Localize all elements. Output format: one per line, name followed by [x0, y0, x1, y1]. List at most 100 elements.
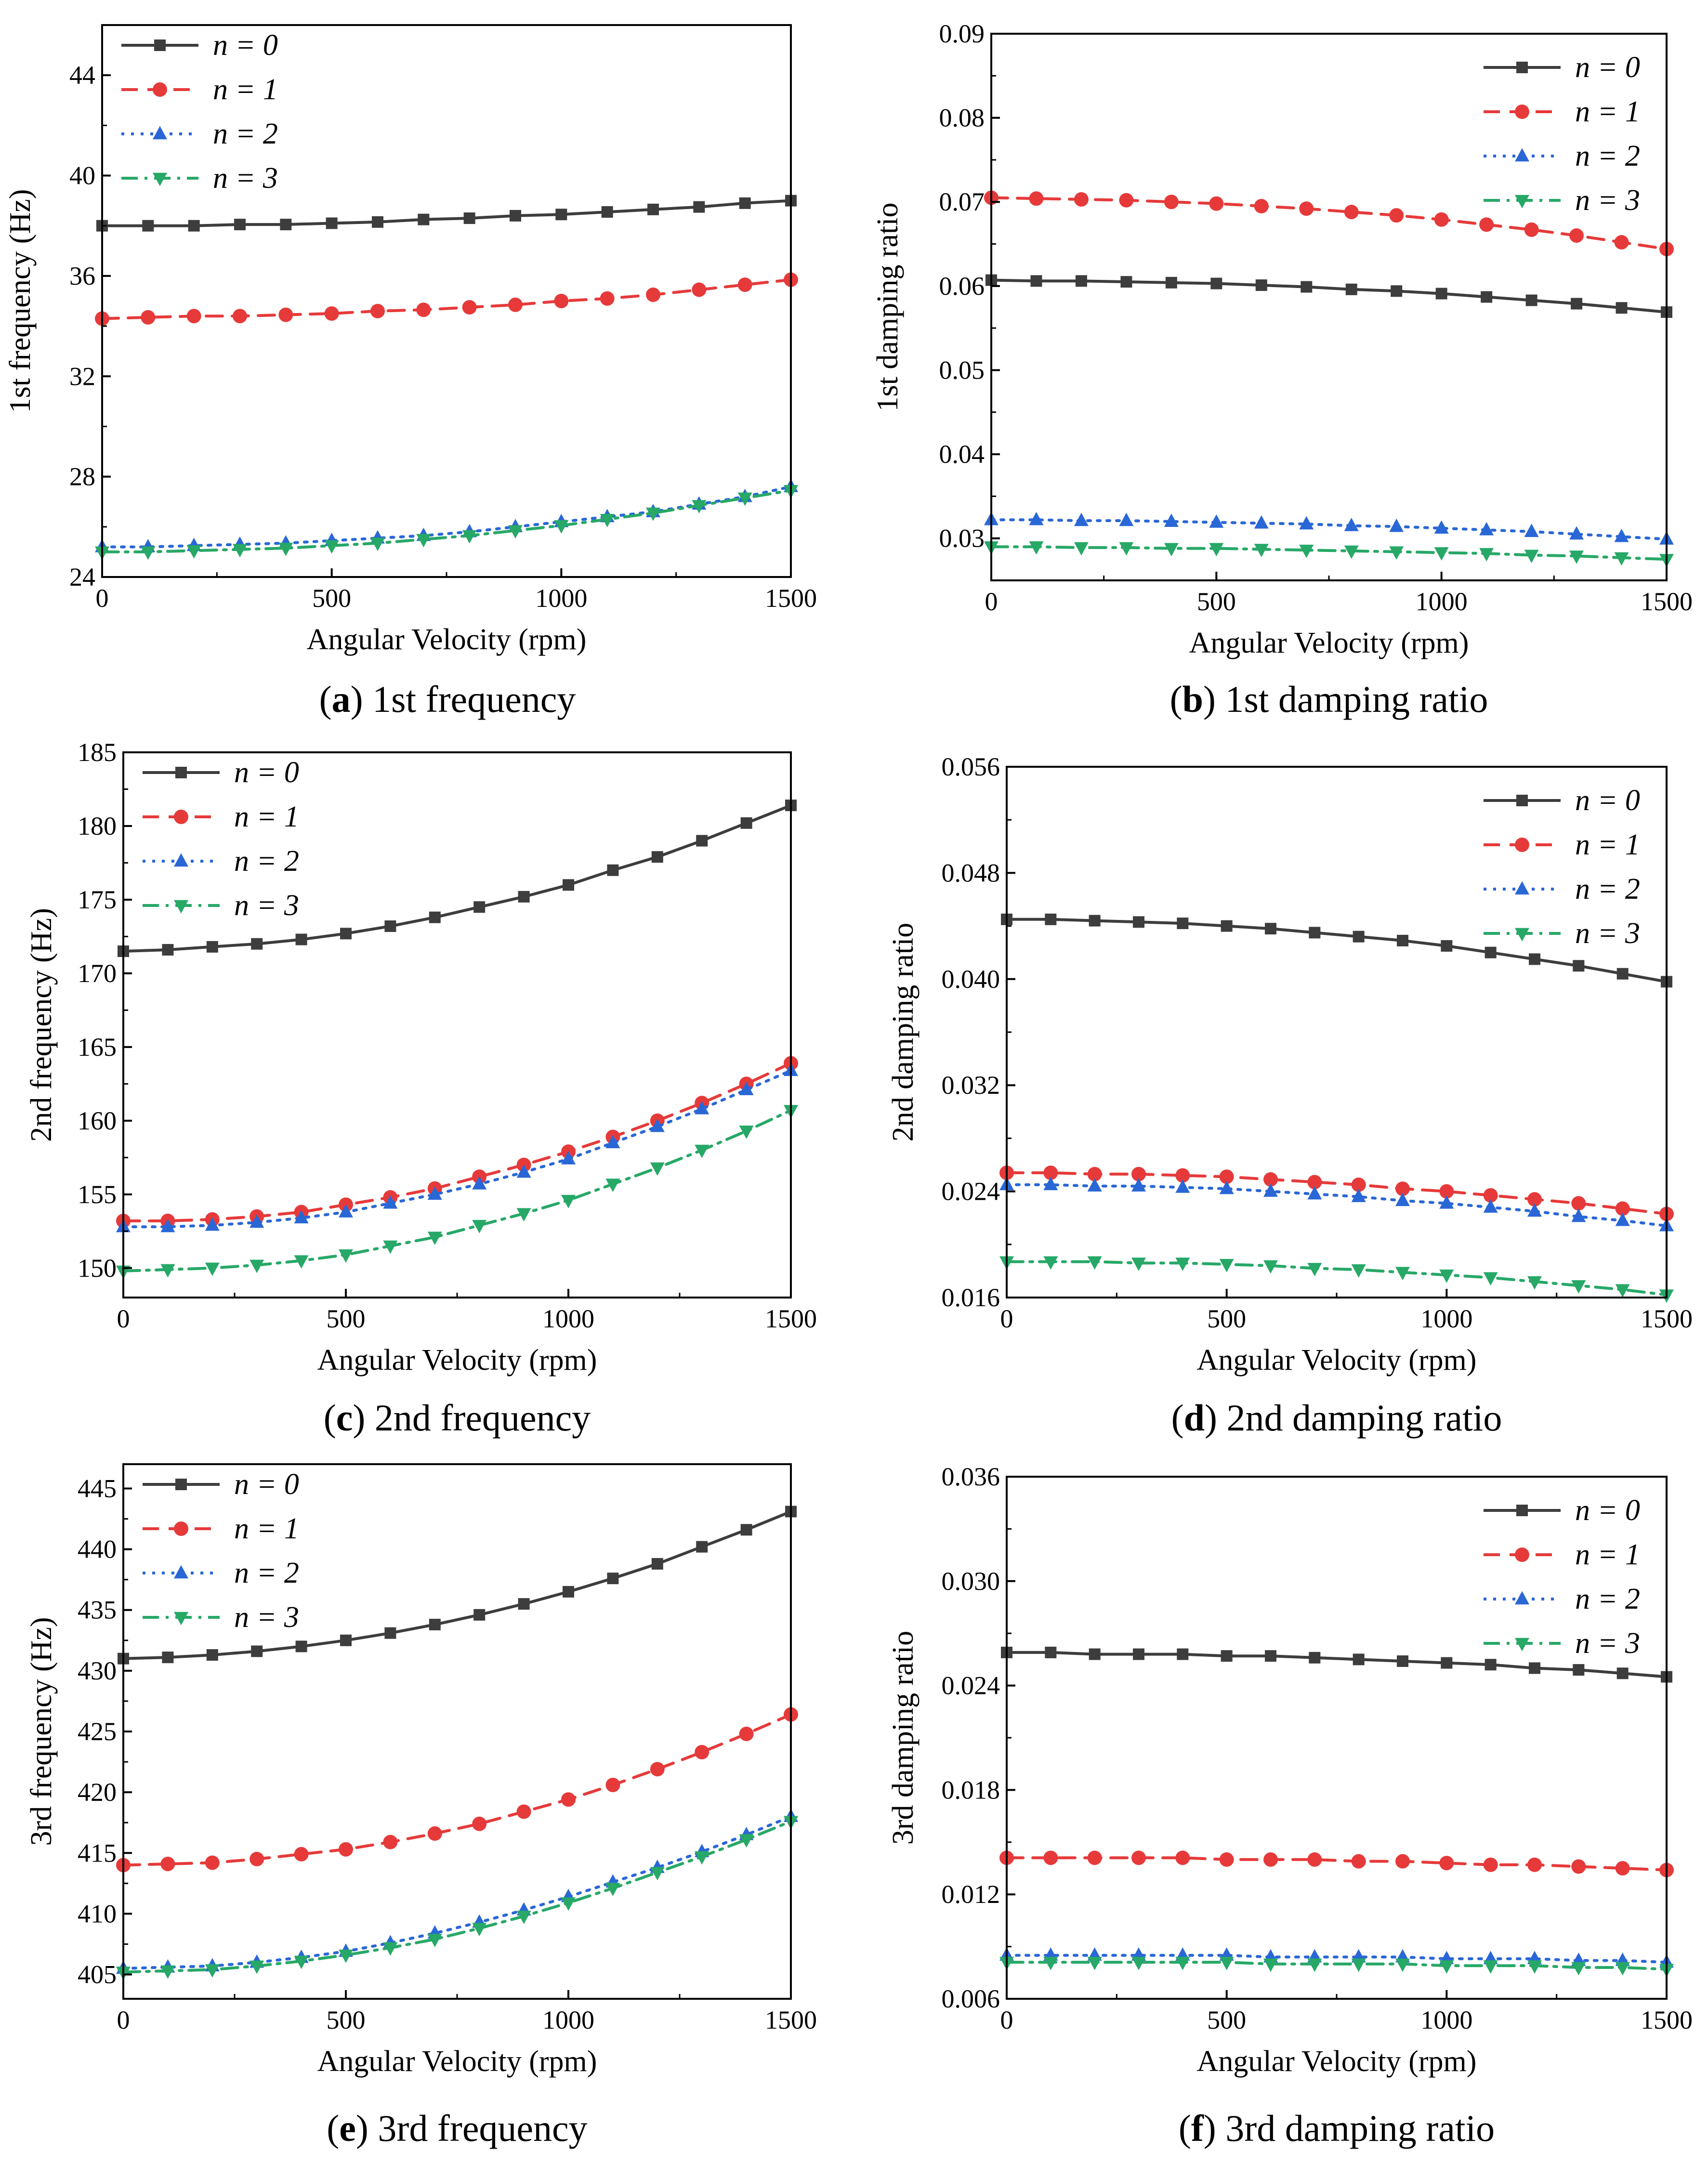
data-point-f-n1: [1483, 1857, 1498, 1872]
series-line-f-n1: [1007, 1856, 1667, 1872]
x-tick-label: 0: [117, 1304, 130, 1333]
x-axis-label: Angular Velocity (rpm): [1189, 627, 1469, 659]
chart-panel-d: [999, 913, 1674, 1303]
y-tick-label: 410: [78, 1899, 117, 1928]
data-point-b-n3: [1254, 544, 1269, 557]
data-point-d-n2: [1351, 1189, 1366, 1202]
data-point-f-n0: [1221, 1650, 1233, 1662]
data-point-a-n0: [601, 206, 613, 218]
data-point-f-n1: [1087, 1850, 1102, 1865]
data-point-d-n3: [1307, 1263, 1322, 1276]
data-point-b-n3: [1389, 546, 1404, 560]
y-tick-label: 0.05: [939, 355, 985, 384]
data-point-a-n1: [278, 307, 293, 322]
data-point-d-n1: [1351, 1177, 1366, 1192]
caption-paren: (: [1171, 1397, 1184, 1439]
data-point-f-n1: [1527, 1857, 1542, 1872]
data-point-b-n1: [1614, 235, 1629, 250]
data-point-f-n0: [1045, 1646, 1057, 1658]
data-point-f-n3: [1219, 1956, 1234, 1970]
data-point-d-n3: [1087, 1256, 1102, 1270]
data-point-d-n1: [1087, 1167, 1102, 1181]
series-line-b-n3: [991, 545, 1667, 561]
chart-panel-c: [116, 800, 798, 1279]
legend-marker: [153, 126, 167, 140]
plot-frame-d: [1006, 766, 1668, 1298]
data-point-d-n1: [1263, 1172, 1278, 1187]
series-line-d-n1: [1007, 1171, 1667, 1216]
data-point-f-n1: [1219, 1852, 1234, 1867]
data-point-f-n0: [1089, 1648, 1101, 1660]
data-point-e-n0: [384, 1627, 396, 1639]
data-point-f-n1: [1571, 1859, 1586, 1874]
x-tick-label: 1500: [765, 1304, 817, 1333]
data-point-b-n3: [1029, 541, 1044, 555]
data-point-b-n2: [1479, 522, 1494, 536]
data-point-c-n0: [340, 928, 352, 940]
data-point-b-n1: [1119, 193, 1134, 208]
legend-marker: [174, 1521, 188, 1536]
data-point-b-n0: [1165, 276, 1177, 289]
data-point-f-n0: [1485, 1659, 1497, 1671]
caption-paren: ): [1203, 678, 1225, 720]
legend-marker: [1515, 1548, 1529, 1562]
data-point-b-n3: [1569, 551, 1584, 564]
data-point-d-n2: [1439, 1195, 1454, 1209]
data-point-f-n1: [1351, 1854, 1366, 1869]
data-point-a-n3: [646, 507, 660, 521]
data-point-c-n0: [429, 911, 441, 923]
data-point-e-n1: [339, 1842, 353, 1857]
data-point-c-n3: [160, 1264, 175, 1278]
data-point-d-n2: [1175, 1179, 1190, 1193]
series-line-f-n0: [1007, 1651, 1667, 1679]
y-tick-label: 0.024: [942, 1177, 1000, 1206]
data-point-f-n0: [1397, 1655, 1408, 1667]
y-axis-label: 2nd frequency (Hz): [25, 908, 58, 1141]
x-tick-label: 0: [985, 587, 998, 616]
data-point-c-n0: [295, 933, 307, 945]
data-point-b-n0: [1481, 291, 1493, 303]
data-point-d-n2: [1219, 1180, 1234, 1194]
data-point-b-n1: [1254, 198, 1269, 213]
x-tick-label: 500: [327, 2006, 366, 2034]
data-point-f-n0: [1133, 1648, 1144, 1660]
legend-label: n = 2: [234, 1557, 299, 1589]
y-tick-label: 32: [69, 362, 95, 391]
data-point-e-n1: [516, 1804, 531, 1819]
y-axis-label: 3rd frequency (Hz): [25, 1617, 58, 1846]
y-tick-label: 24: [69, 563, 95, 591]
plot-frame-e: [122, 1463, 792, 2000]
x-tick-label: 1000: [1420, 2006, 1472, 2034]
data-point-e-n3: [650, 1867, 665, 1881]
data-point-b-n1: [1074, 192, 1089, 207]
data-point-a-n0: [280, 219, 292, 231]
data-point-a-n1: [554, 294, 569, 308]
data-point-d-n3: [1571, 1280, 1586, 1294]
legend-marker: [1515, 928, 1529, 942]
data-point-c-n2: [695, 1101, 709, 1115]
x-tick-label: 0: [1000, 2006, 1013, 2034]
data-point-f-n0: [1265, 1650, 1276, 1662]
data-point-c-n3: [695, 1144, 709, 1158]
legend-label: n = 0: [1575, 784, 1640, 817]
chart-panel-b: [984, 190, 1674, 567]
data-point-f-n3: [1571, 1962, 1586, 1976]
data-point-e-n3: [160, 1965, 175, 1979]
legend-label: n = 1: [1575, 828, 1640, 861]
series-line-d-n0: [1007, 918, 1667, 984]
series-line-a-n3: [102, 489, 791, 553]
legend-label: n = 1: [1575, 1538, 1640, 1571]
data-point-b-n2: [1254, 515, 1269, 529]
legend-label: n = 3: [1575, 184, 1640, 217]
data-point-b-n3: [1344, 545, 1359, 559]
data-point-b-n3: [1209, 543, 1224, 557]
data-point-d-n0: [1133, 916, 1144, 928]
legend-marker: [174, 1565, 188, 1579]
data-point-a-n1: [370, 303, 385, 318]
panel-caption: (d) 2nd damping ratio: [1171, 1397, 1502, 1439]
plot-frame-a: [101, 24, 792, 578]
data-point-d-n0: [1616, 968, 1629, 980]
data-point-c-n2: [294, 1210, 309, 1224]
data-point-e-n0: [696, 1541, 708, 1553]
data-point-b-n2: [1614, 528, 1629, 542]
